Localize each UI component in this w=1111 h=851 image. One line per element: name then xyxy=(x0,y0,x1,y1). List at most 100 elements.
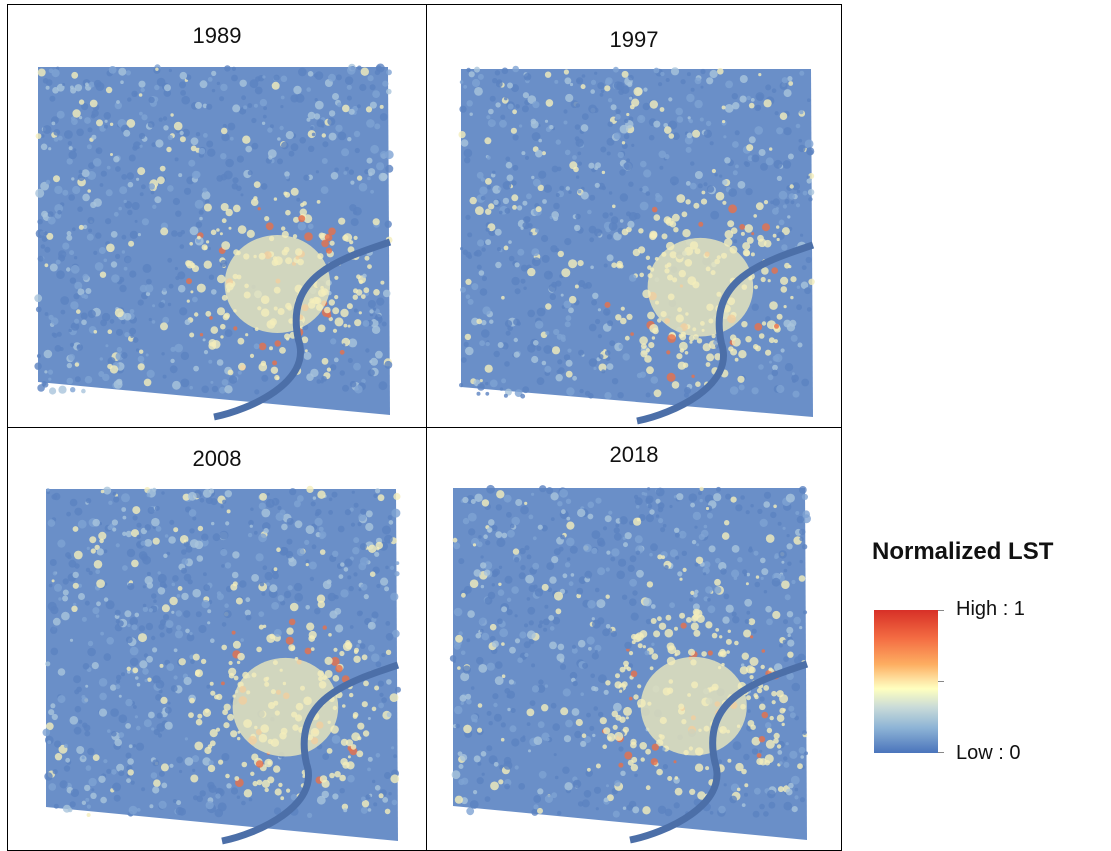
raster-speckle xyxy=(299,137,307,144)
raster-speckle xyxy=(668,97,673,102)
raster-speckle xyxy=(692,511,702,521)
raster-speckle xyxy=(535,320,544,329)
raster-speckle xyxy=(791,579,796,585)
raster-speckle xyxy=(72,109,81,118)
raster-speckle xyxy=(755,202,764,211)
raster-speckle xyxy=(307,71,314,77)
raster-speckle xyxy=(334,607,342,615)
raster-speckle xyxy=(210,229,217,236)
raster-speckle xyxy=(483,569,491,576)
raster-speckle xyxy=(381,525,391,535)
raster-speckle xyxy=(387,515,393,520)
raster-speckle xyxy=(93,198,102,207)
raster-speckle xyxy=(334,275,339,280)
raster-speckle xyxy=(155,525,162,532)
raster-speckle xyxy=(308,223,314,230)
raster-speckle xyxy=(728,188,737,197)
raster-speckle xyxy=(156,77,166,87)
raster-speckle xyxy=(34,362,42,370)
raster-speckle xyxy=(644,355,652,363)
raster-speckle xyxy=(321,376,327,382)
raster-speckle xyxy=(246,229,255,238)
raster-speckle xyxy=(76,746,85,754)
raster-speckle xyxy=(370,319,379,328)
raster-speckle xyxy=(555,280,562,287)
raster-speckle xyxy=(745,336,752,343)
raster-speckle xyxy=(690,502,695,508)
raster-speckle xyxy=(799,109,804,115)
raster-speckle xyxy=(519,631,527,639)
raster-speckle xyxy=(541,254,550,263)
raster-speckle xyxy=(590,89,595,94)
raster-speckle xyxy=(56,331,62,337)
raster-speckle xyxy=(459,694,467,702)
raster-speckle xyxy=(285,131,294,140)
raster-speckle xyxy=(51,332,56,337)
raster-speckle xyxy=(207,621,211,625)
raster-speckle xyxy=(328,110,336,117)
raster-speckle xyxy=(258,624,264,630)
raster-speckle xyxy=(796,515,805,524)
raster-speckle xyxy=(60,296,70,305)
raster-speckle xyxy=(180,90,187,96)
raster-speckle xyxy=(35,133,42,139)
raster-speckle xyxy=(715,557,721,564)
raster-speckle xyxy=(753,214,757,218)
raster-speckle xyxy=(86,813,91,817)
raster-speckle xyxy=(806,178,812,184)
raster-speckle xyxy=(157,733,163,738)
raster-speckle xyxy=(230,583,238,591)
raster-speckle xyxy=(469,196,477,205)
raster-speckle xyxy=(649,509,655,515)
raster-speckle xyxy=(478,617,488,627)
raster-speckle xyxy=(261,508,271,518)
raster-speckle xyxy=(367,621,376,630)
raster-speckle xyxy=(630,612,639,621)
raster-speckle xyxy=(528,620,534,626)
raster-speckle xyxy=(135,742,145,751)
raster-speckle xyxy=(544,604,549,609)
raster-speckle xyxy=(739,666,749,675)
raster-speckle xyxy=(243,789,253,798)
raster-speckle xyxy=(647,487,651,491)
raster-speckle xyxy=(605,567,610,572)
raster-speckle xyxy=(151,635,156,641)
raster-speckle xyxy=(495,661,503,669)
raster-speckle xyxy=(608,510,613,515)
raster-speckle xyxy=(224,65,231,72)
raster-speckle xyxy=(141,184,146,190)
raster-speckle xyxy=(210,380,214,384)
raster-speckle xyxy=(391,508,401,518)
raster-speckle xyxy=(305,525,315,534)
raster-speckle xyxy=(99,271,107,278)
raster-speckle xyxy=(138,132,146,140)
raster-speckle xyxy=(758,736,766,743)
raster-speckle xyxy=(105,600,115,610)
raster-speckle xyxy=(277,158,283,165)
raster-speckle xyxy=(705,362,711,367)
raster-speckle xyxy=(605,77,613,85)
raster-speckle xyxy=(488,755,498,765)
raster-speckle xyxy=(492,693,499,700)
raster-speckle xyxy=(512,205,517,210)
raster-speckle xyxy=(658,82,663,87)
raster-speckle xyxy=(340,562,345,567)
raster-speckle xyxy=(600,89,605,93)
raster-speckle xyxy=(572,680,578,687)
raster-speckle xyxy=(587,513,594,520)
raster-speckle xyxy=(188,159,196,167)
raster-speckle xyxy=(163,125,169,131)
raster-speckle xyxy=(71,177,75,181)
raster-speckle xyxy=(307,812,313,818)
raster-speckle xyxy=(744,792,748,797)
raster-speckle xyxy=(54,740,62,748)
raster-speckle xyxy=(790,200,795,205)
raster-speckle xyxy=(617,151,624,159)
raster-speckle xyxy=(781,227,790,236)
raster-speckle xyxy=(72,571,79,579)
raster-speckle xyxy=(602,628,610,637)
raster-speckle xyxy=(73,550,83,560)
raster-speckle xyxy=(778,190,788,200)
raster-speckle xyxy=(769,301,778,310)
raster-speckle xyxy=(460,650,466,656)
